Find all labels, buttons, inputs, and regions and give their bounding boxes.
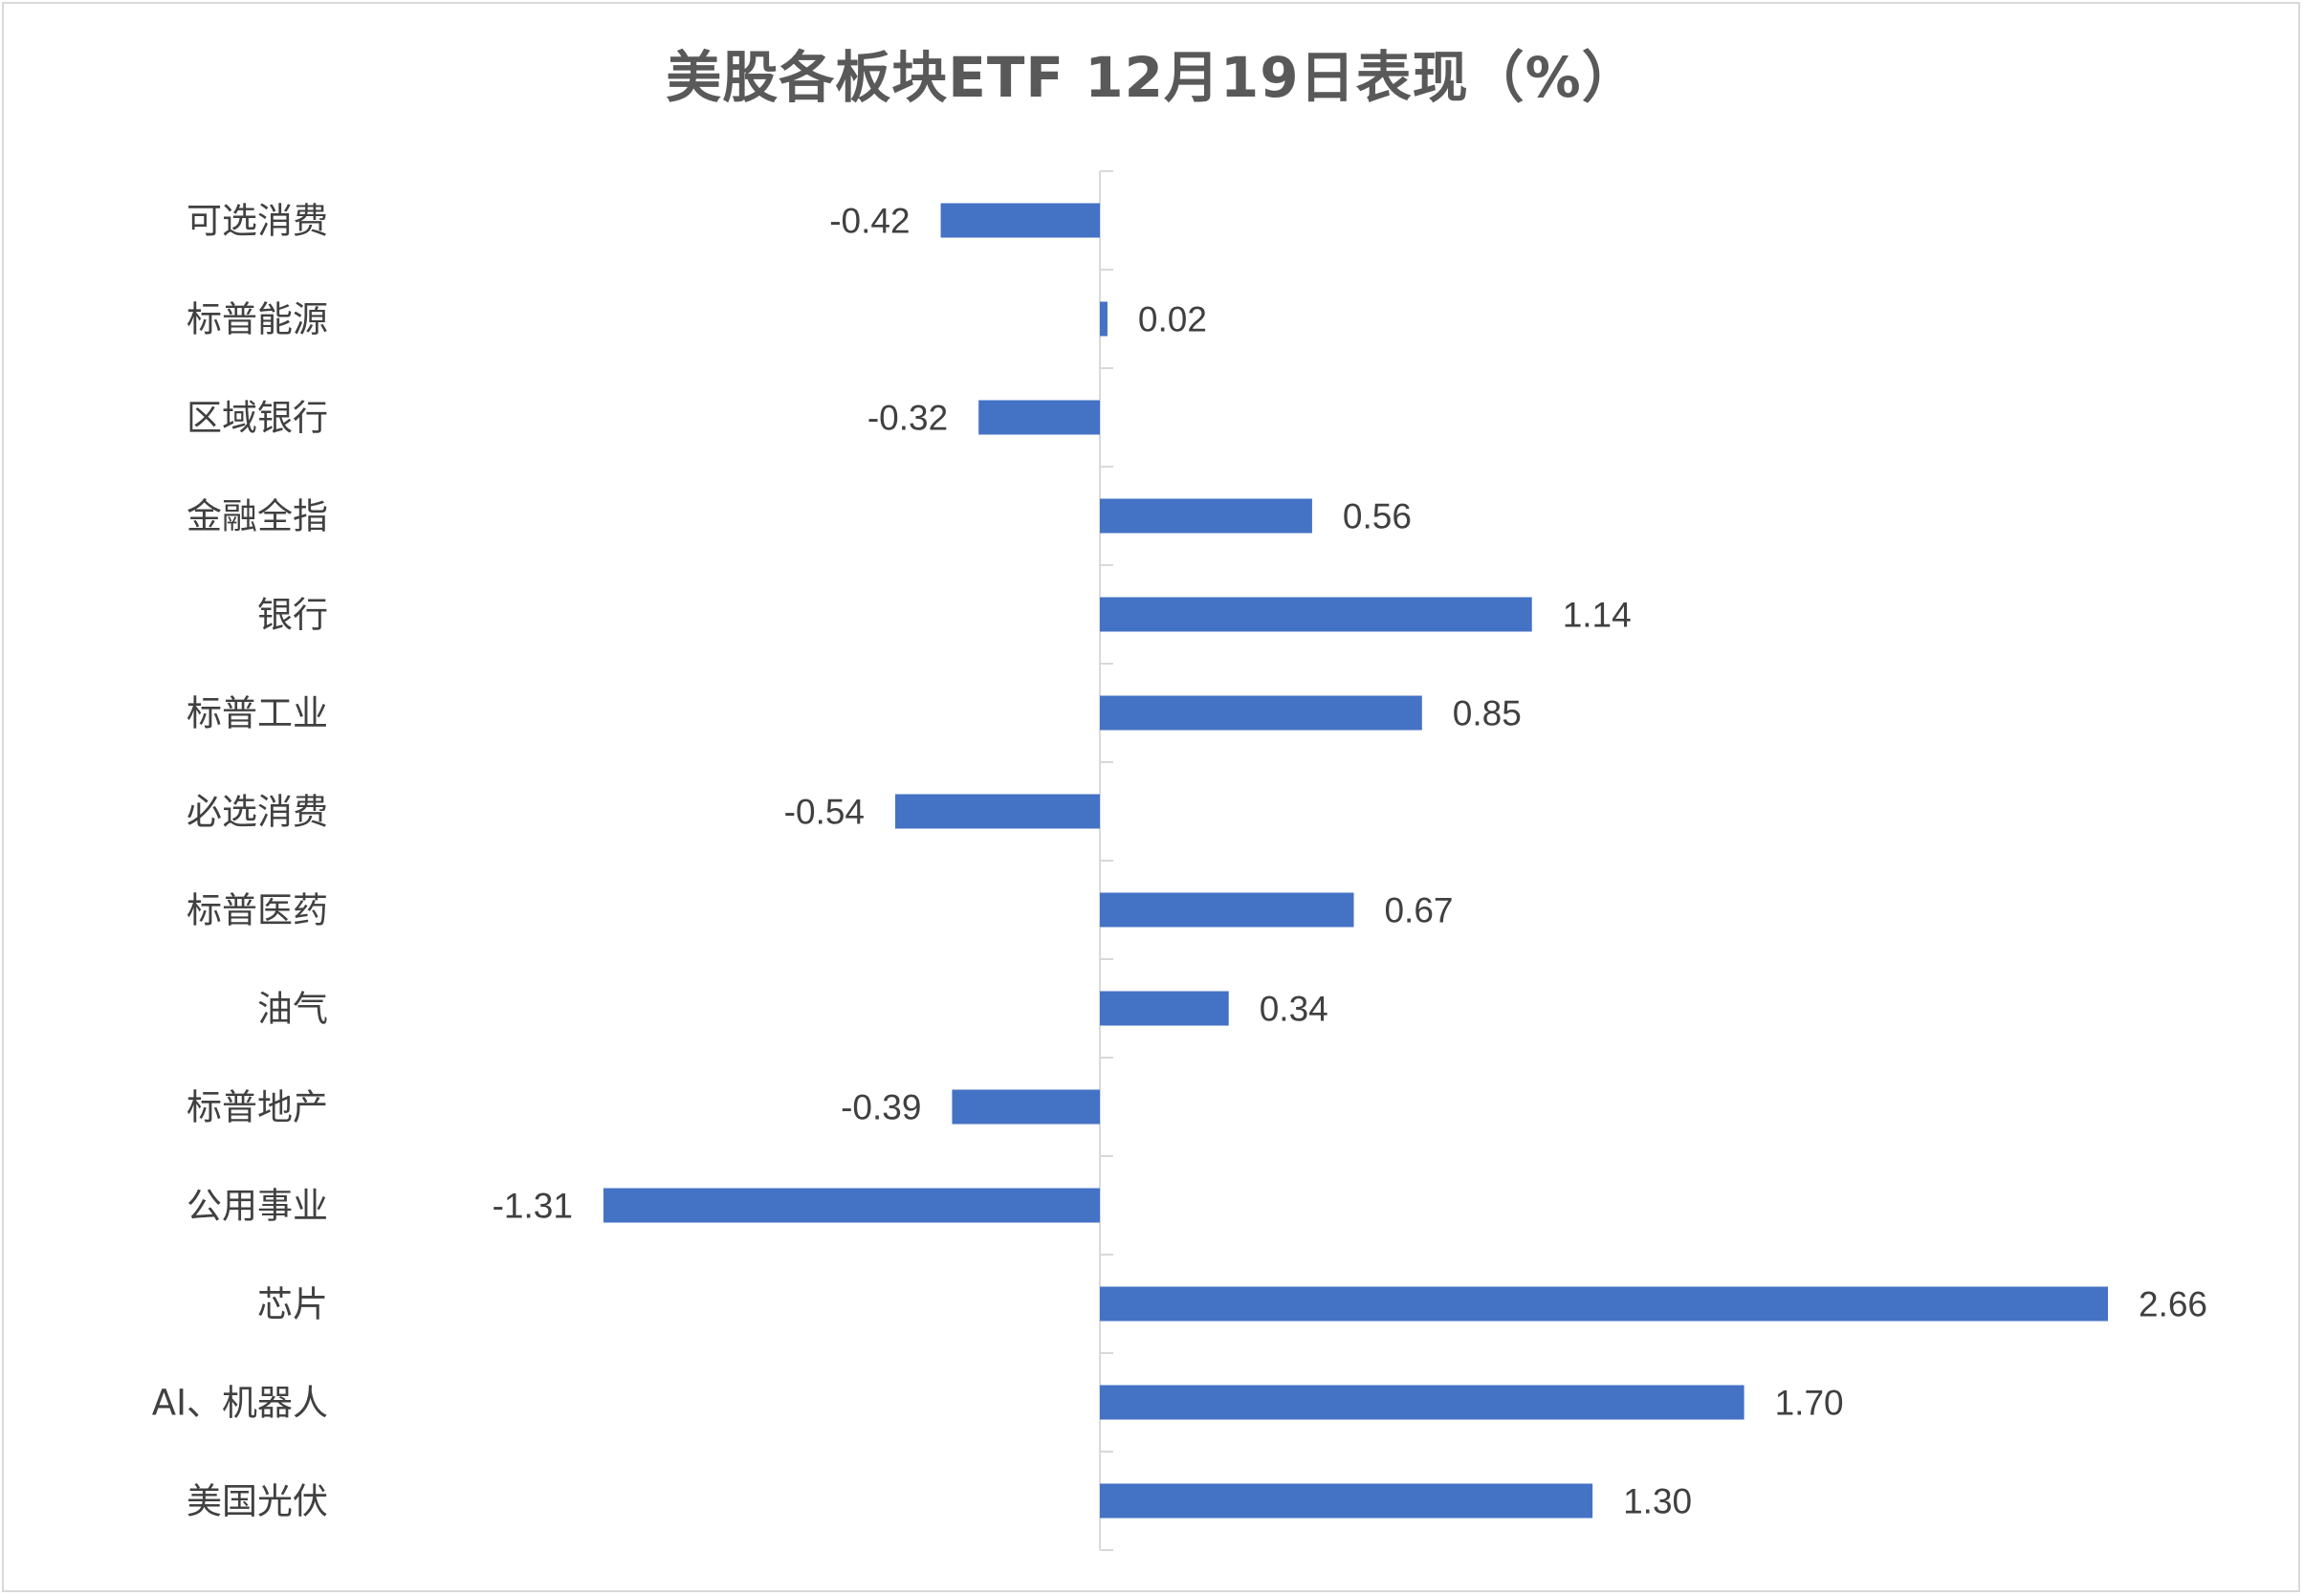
category-label-0: 可选消费 — [187, 201, 328, 242]
category-label-11: 芯片 — [257, 1284, 328, 1325]
data-label-0: -0.42 — [829, 202, 910, 241]
bar-5 — [1100, 695, 1422, 731]
bar-1 — [1100, 301, 1108, 337]
data-label-1: 0.02 — [1138, 300, 1207, 339]
label-layer: 可选消费 -0.42 标普能源 0.02 区域银行 -0.32 金融全指 0.56 银行 1.14… — [152, 201, 2207, 1522]
bar-3 — [1100, 498, 1312, 534]
bar-layer — [603, 203, 2108, 1519]
bar-12 — [1100, 1385, 1744, 1420]
category-label-13: 美国光伏 — [187, 1481, 328, 1522]
data-label-13: 1.30 — [1623, 1482, 1692, 1521]
bar-10 — [603, 1188, 1100, 1223]
category-label-3: 金融全指 — [187, 496, 328, 537]
bar-4 — [1100, 597, 1532, 632]
category-label-4: 银行 — [257, 595, 328, 636]
bar-9 — [952, 1089, 1100, 1125]
data-label-8: 0.34 — [1260, 990, 1328, 1029]
category-label-10: 公用事业 — [187, 1186, 328, 1227]
data-label-4: 1.14 — [1563, 596, 1632, 635]
category-label-1: 标普能源 — [187, 299, 328, 340]
category-label-7: 标普医药 — [187, 890, 328, 931]
data-label-2: -0.32 — [867, 399, 948, 438]
data-label-6: -0.54 — [784, 793, 865, 832]
bar-2 — [978, 400, 1100, 435]
data-label-9: -0.39 — [841, 1088, 921, 1127]
bar-8 — [1100, 991, 1229, 1026]
category-label-5: 标普工业 — [187, 693, 328, 734]
axis-layer — [1099, 170, 1113, 1551]
bar-13 — [1100, 1483, 1593, 1519]
data-label-3: 0.56 — [1343, 497, 1412, 536]
category-label-9: 标普地产 — [187, 1087, 328, 1128]
data-label-5: 0.85 — [1453, 694, 1522, 733]
bar-0 — [940, 203, 1100, 238]
category-label-8: 油气 — [257, 989, 328, 1030]
data-label-11: 2.66 — [2139, 1285, 2207, 1324]
category-label-12: AI、机器人 — [152, 1383, 328, 1424]
bar-6 — [895, 794, 1100, 829]
bar-11 — [1100, 1286, 2108, 1322]
bar-7 — [1100, 892, 1354, 928]
chart-title: 美股各板块ETF 12月19日表现（%） — [666, 45, 1638, 110]
data-label-7: 0.67 — [1384, 891, 1453, 930]
category-label-2: 区域银行 — [187, 398, 328, 439]
category-label-6: 必选消费 — [187, 792, 328, 833]
data-label-12: 1.70 — [1775, 1384, 1844, 1423]
data-label-10: -1.31 — [493, 1187, 573, 1226]
